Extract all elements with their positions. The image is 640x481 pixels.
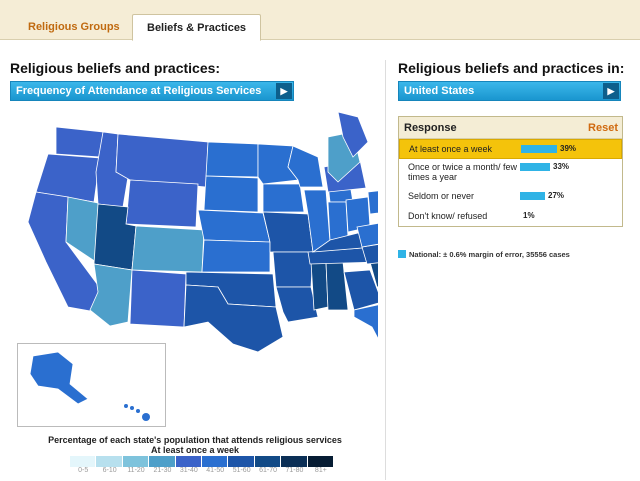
us-map[interactable] (8, 112, 378, 352)
location-dropdown-label: United States (404, 85, 475, 97)
response-label: Seldom or never (408, 191, 475, 201)
tab-religious-groups[interactable]: Religious Groups (28, 21, 120, 33)
state-wisconsin (287, 145, 324, 188)
margin-note-text: National: ± 0.6% margin of error, 35556 … (409, 250, 570, 259)
response-label: Once or twice a month/ few times a year (408, 162, 518, 182)
legend-range-label: 6-10 (102, 467, 117, 474)
state-south-dakota (203, 175, 259, 213)
legend-title: Percentage of each state's population th… (10, 435, 380, 455)
response-pct: 1% (523, 211, 535, 220)
state-texas (183, 284, 284, 352)
response-row[interactable]: At least once a week 39% (399, 139, 622, 159)
legend-range-label: 21-30 (153, 467, 172, 474)
tab-bar: Religious Groups Beliefs & Practices (0, 0, 640, 41)
response-panel: Response Reset At least once a week 39% … (398, 116, 623, 227)
legend-swatch (175, 456, 203, 467)
state-pennsylvania (367, 190, 378, 215)
tab-beliefs-practices[interactable]: Beliefs & Practices (132, 14, 262, 41)
state-north-carolina (361, 244, 378, 265)
legend-range-label: 61-70 (259, 467, 277, 474)
practice-dropdown[interactable]: Frequency of Attendance at Religious Ser… (10, 81, 294, 101)
column-divider (385, 60, 386, 480)
state-south-carolina (369, 260, 378, 288)
legend-swatch (70, 456, 97, 467)
legend-range-label: 0-5 (78, 467, 89, 474)
legend-swatch (122, 456, 150, 467)
panel-header-label: Response (404, 122, 457, 134)
right-title: Religious beliefs and practices in: (398, 60, 625, 76)
reset-button[interactable]: Reset (588, 122, 618, 134)
legend-swatch (281, 456, 308, 467)
response-row[interactable]: Seldom or never 27% (399, 187, 622, 207)
alaska-hawaii-inset (17, 343, 166, 427)
legend-title-line1: Percentage of each state's population th… (48, 435, 342, 445)
legend-swatch (228, 456, 255, 467)
response-pct: 27% (548, 191, 565, 200)
response-row[interactable]: Don't know/ refused 1% (399, 207, 622, 227)
national-swatch (398, 250, 406, 258)
state-virginia (356, 222, 378, 248)
legend-swatch (149, 456, 176, 467)
legend-swatch (254, 456, 282, 467)
chevron-right-icon[interactable]: ▶ (603, 83, 619, 99)
panel-header: Response Reset (399, 117, 622, 139)
state-alaska (29, 351, 89, 405)
response-bar (520, 192, 545, 200)
practice-dropdown-label: Frequency of Attendance at Religious Ser… (16, 85, 262, 97)
margin-note: National: ± 0.6% margin of error, 35556 … (398, 250, 570, 259)
state-kansas (201, 239, 271, 273)
legend-range-labels: 0-5 6-10 11-20 21-30 31-40 41-50 51-60 61-70 71-… (70, 467, 334, 474)
response-bar (521, 145, 557, 153)
state-hawaii (124, 404, 150, 421)
response-bar (520, 163, 550, 171)
legend-range-label: 71-80 (285, 467, 304, 474)
response-pct: 39% (560, 144, 577, 153)
state-louisiana (275, 286, 319, 323)
left-title: Religious beliefs and practices: (10, 60, 221, 76)
legend-range-label: 81+ (314, 467, 327, 474)
legend-range-label: 41-50 (206, 467, 225, 474)
response-label: Don't know/ refused (408, 211, 488, 221)
state-georgia (343, 269, 378, 311)
legend-swatch (96, 456, 123, 467)
state-maine (337, 112, 369, 158)
legend-swatch (202, 456, 229, 467)
state-florida (353, 304, 378, 340)
legend-range-label: 51-60 (232, 467, 251, 474)
response-pct: 33% (553, 162, 570, 171)
us-map-east[interactable] (8, 112, 378, 352)
legend-title-line2: At least once a week (150, 445, 240, 455)
response-label: At least once a week (409, 144, 493, 154)
legend-swatch (307, 456, 335, 467)
legend-color-scale (70, 456, 335, 467)
state-iowa (262, 183, 305, 213)
location-dropdown[interactable]: United States ▶ (398, 81, 621, 101)
response-row[interactable]: Once or twice a month/ few times a year … (399, 159, 622, 187)
chevron-right-icon[interactable]: ▶ (276, 83, 292, 99)
legend-range-label: 11-20 (127, 467, 145, 474)
legend-range-label: 31-40 (179, 467, 198, 474)
